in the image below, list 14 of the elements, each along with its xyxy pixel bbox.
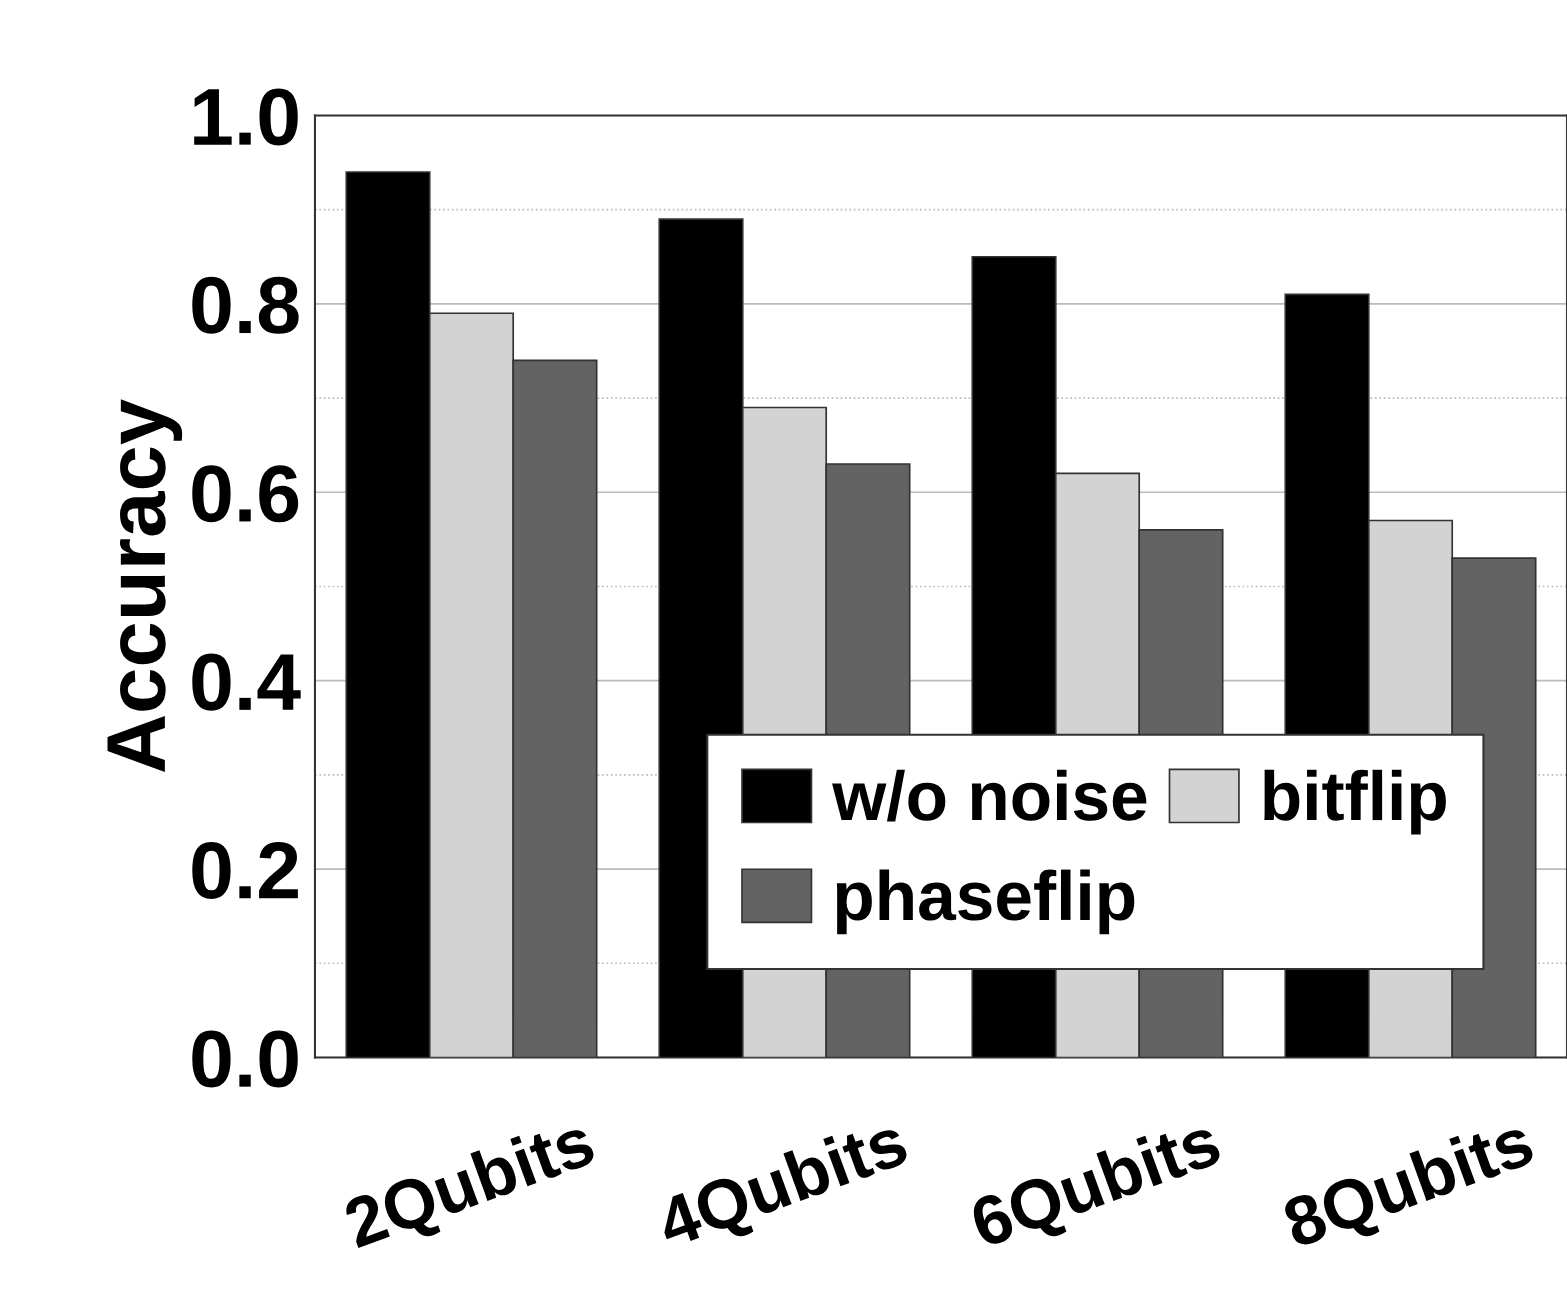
x-tick-label: 6Qubits <box>967 1113 1228 1261</box>
y-tick-label: 1.0 <box>194 88 298 146</box>
y-tick-label: 0.6 <box>192 465 299 523</box>
y-tick-label: 0.4 <box>192 653 301 711</box>
y-tick-label: 0.2 <box>192 842 298 900</box>
x-tick-label: 8Qubits <box>1280 1113 1541 1261</box>
y-axis-title: Accuracy <box>107 399 183 772</box>
y-tick-label: 0.0 <box>192 1030 298 1088</box>
x-tick-label: 4Qubits <box>652 1113 915 1262</box>
legend-label: w/o noise <box>832 769 1147 822</box>
y-tick-label: 0.8 <box>192 276 299 334</box>
x-tick-label: 2Qubits <box>341 1113 602 1261</box>
legend-label: bitflip <box>1264 769 1446 835</box>
legend-label: phaseflip <box>836 869 1135 935</box>
